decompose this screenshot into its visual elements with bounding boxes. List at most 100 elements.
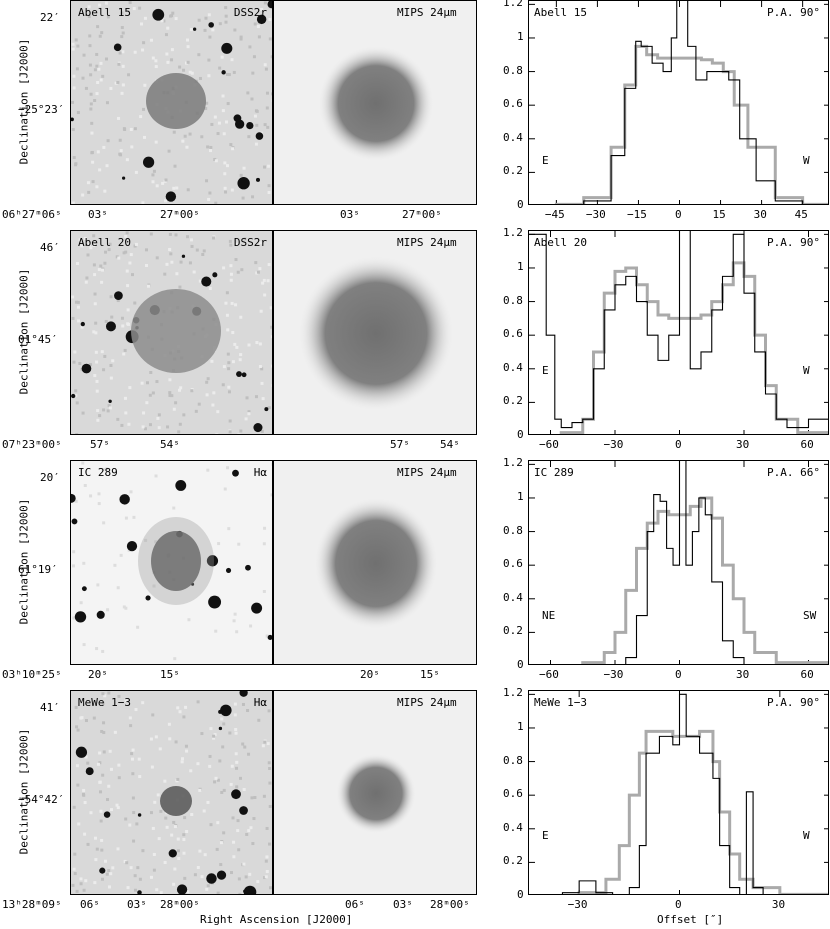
side-left-label: E [542,154,549,167]
star [246,121,254,130]
y-tick-label: 0.2 [503,624,523,638]
ra-tick: 15ˢ [420,668,440,681]
mips-image [274,691,476,894]
x-tick-label: 30 [736,668,750,681]
x-tick-label: 0 [675,668,682,681]
star [176,884,188,894]
mips-blob [314,497,438,630]
y-tick-label: 1.2 [503,686,523,700]
position-angle: P.A. 90° [767,6,820,19]
star [80,321,85,327]
x-tick-label: 30 [753,208,767,221]
ra-tick: 03ˢ [340,208,360,221]
star [165,191,177,202]
profile-chart [529,1,828,204]
star [221,70,226,75]
star [243,885,257,894]
position-angle: P.A. 90° [767,696,820,709]
x-tick-label: 0 [675,208,682,221]
profile-plot [528,230,829,435]
object-name: MeWe 1−3 [78,696,131,709]
star [142,156,155,168]
star [208,22,214,28]
star [225,567,232,573]
declination-label: Declination [J2000] [17,38,31,165]
left-image-panel [70,460,273,665]
side-right-label: W [803,829,810,842]
star [256,14,267,25]
star [231,789,241,800]
y-tick-label: 1.2 [503,0,523,10]
optical-image [71,691,272,894]
y-tick-label: 0 [517,428,524,441]
star [74,611,87,623]
star [239,806,248,815]
side-right-label: W [803,154,810,167]
star [193,27,197,31]
y-tick-label: 0.8 [503,753,523,767]
star [221,42,233,54]
star [220,704,232,717]
ra-tick: 07ʰ23ᵐ00ˢ [2,438,62,451]
mips-blob [318,45,434,162]
star [99,867,106,874]
side-right-label: W [803,364,810,377]
ra-tick: 03ˢ [393,898,413,911]
mips-panel [273,230,477,435]
y-tick-label: 1 [517,259,524,273]
x-tick-label: 30 [736,438,750,451]
y-tick-label: 0.2 [503,394,523,408]
x-tick-label: −45 [544,208,565,221]
optical-profile-line [529,231,828,429]
star [239,691,248,697]
ra-tick: 06ˢ [345,898,365,911]
mips-profile-line [577,729,828,894]
profile-plot [528,460,829,665]
left-band-label: Hα [253,466,267,479]
mips-profile-line [581,496,828,664]
star [71,117,74,122]
profile-chart [529,231,828,434]
y-tick-label: 0.8 [503,63,523,77]
x-tick-label: 60 [800,438,814,451]
profile-chart [529,461,828,664]
side-left-label: E [542,364,549,377]
side-left-label: E [542,829,549,842]
star [137,813,142,817]
star [255,177,261,182]
mips-image [274,231,476,434]
position-angle: P.A. 90° [767,236,820,249]
y-tick-label: 0.2 [503,164,523,178]
star [245,564,251,571]
mips-panel [273,460,477,665]
star [71,518,78,525]
x-tick-label: 30 [771,898,786,911]
ra-tick: 57ˢ [390,438,410,451]
star [233,114,242,123]
star [85,767,94,776]
star [267,1,272,9]
y-tick-label: 1.2 [503,456,523,470]
declination-label: Declination [J2000] [17,268,31,395]
profile-plot [528,0,829,205]
profile-name: IC 289 [534,466,574,479]
star [218,726,223,731]
dec-tick: 61°19′ [18,563,58,576]
star [206,555,219,567]
x-tick-label: −30 [585,208,606,221]
optical-image [71,1,272,204]
star [181,254,186,258]
ra-tick: 13ʰ28ᵐ09ˢ [2,898,62,911]
x-tick-label: −30 [567,898,588,911]
star [201,276,212,287]
star [105,321,116,332]
star [145,595,151,601]
star [126,541,138,552]
profile-name: Abell 15 [534,6,587,19]
star [81,586,87,592]
ra-tick: 06ˢ [80,898,100,911]
left-image-panel [70,230,273,435]
x-tick-label: 0 [675,898,682,911]
dec-tick: −25°23′ [18,103,65,116]
y-tick-label: 0.2 [503,854,523,868]
